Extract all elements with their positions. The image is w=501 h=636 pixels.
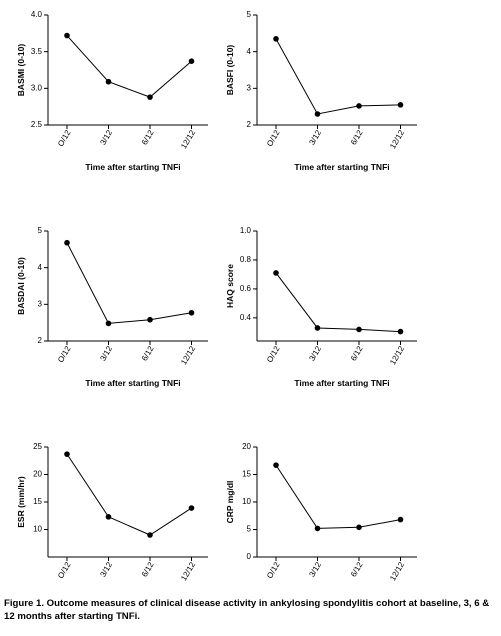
- x-tick-label: 12/12: [388, 344, 406, 366]
- x-tick-label: O/12: [56, 128, 73, 148]
- chart-grid: 2.5 3.0 3.5 4.0 O/12 3/12 6/12 12/12 Time after …: [16, 10, 417, 604]
- y-tick-label: 15: [242, 470, 251, 479]
- data-line: [66, 453, 192, 536]
- data-line: [275, 464, 401, 529]
- data-point: [273, 270, 279, 276]
- y-tick-label: 25: [33, 442, 42, 451]
- x-tick-label: 6/12: [140, 560, 156, 578]
- x-tick-label: 3/12: [307, 344, 323, 362]
- data-point: [356, 524, 362, 531]
- y-tick-label: 2: [38, 336, 43, 345]
- data-point: [356, 326, 362, 333]
- y-tick-label: 3: [38, 299, 43, 308]
- y-axis-title: BASFI (0-10): [225, 45, 235, 96]
- x-tick-label: 3/12: [307, 128, 323, 146]
- x-tick-label: 6/12: [349, 560, 365, 578]
- x-tick-label: 12/12: [179, 560, 197, 582]
- y-tick-label: 10: [242, 497, 251, 506]
- y-tick-label: 5: [247, 525, 252, 534]
- data-point: [147, 532, 153, 538]
- y-tick-label: 20: [242, 442, 251, 451]
- data-point: [64, 239, 70, 246]
- x-tick-label: 12/12: [179, 128, 197, 150]
- x-tick-label: 3/12: [98, 344, 114, 362]
- y-tick-label: 5: [247, 10, 252, 19]
- y-tick-label: 4.0: [31, 10, 43, 19]
- figure-caption: Figure 1. Outcome measures of clinical d…: [4, 598, 490, 622]
- x-tick-label: 6/12: [140, 344, 156, 362]
- x-tick-label: O/12: [265, 128, 282, 148]
- x-tick-label: 12/12: [388, 560, 406, 582]
- x-tick-label: O/12: [265, 344, 282, 364]
- x-axis-title: Time after starting TNFi: [85, 162, 180, 172]
- y-tick-label: 1.0: [240, 226, 252, 235]
- data-point: [64, 451, 70, 457]
- y-tick-label: 2.5: [31, 120, 43, 129]
- y-axis-title: CRP mg/dl: [225, 481, 235, 524]
- y-tick-label: 5: [38, 226, 43, 235]
- x-tick-label: 3/12: [98, 560, 114, 578]
- data-line: [66, 35, 192, 98]
- y-tick-label: 4: [38, 263, 43, 272]
- x-tick-label: 6/12: [349, 128, 365, 146]
- y-tick-label: 3.5: [31, 47, 43, 56]
- x-tick-label: O/12: [56, 344, 73, 364]
- y-tick-label: 10: [33, 525, 42, 534]
- y-tick-label: 2: [247, 120, 252, 129]
- data-line: [275, 38, 401, 115]
- x-tick-label: O/12: [265, 560, 282, 580]
- y-axis-title: HAQ score: [225, 264, 235, 308]
- data-point: [105, 320, 112, 327]
- y-tick-label: 0.8: [240, 255, 252, 264]
- data-point: [314, 111, 321, 117]
- y-tick-label: 0: [247, 552, 252, 561]
- x-tick-label: 6/12: [140, 128, 156, 146]
- y-axis-title: ESR (mm/hr): [16, 476, 26, 528]
- x-axis-title: Time after starting TNFi: [85, 378, 180, 388]
- data-line: [66, 242, 192, 324]
- data-point: [397, 102, 404, 108]
- y-tick-label: 0.4: [240, 313, 252, 322]
- data-point: [397, 516, 404, 523]
- x-tick-label: 3/12: [98, 128, 114, 146]
- data-point: [147, 94, 153, 100]
- y-axis-title: BASMI (0-10): [16, 44, 26, 97]
- data-point: [147, 316, 153, 323]
- data-point: [105, 514, 112, 520]
- x-tick-label: O/12: [56, 560, 73, 580]
- data-point: [188, 309, 195, 316]
- x-tick-label: 12/12: [179, 344, 197, 366]
- data-point: [105, 78, 112, 85]
- data-point: [188, 58, 195, 64]
- data-point: [397, 328, 404, 335]
- x-tick-label: 6/12: [349, 344, 365, 362]
- data-point: [314, 525, 321, 532]
- data-line: [275, 272, 401, 333]
- y-tick-label: 20: [33, 470, 42, 479]
- y-tick-label: 15: [33, 497, 42, 506]
- y-tick-label: 4: [247, 47, 252, 56]
- data-point: [273, 36, 279, 42]
- x-axis-title: Time after starting TNFi: [294, 162, 389, 172]
- y-tick-label: 3.0: [31, 83, 43, 92]
- data-point: [356, 103, 362, 109]
- y-tick-label: 3: [247, 83, 252, 92]
- data-point: [64, 32, 70, 39]
- y-tick-label: 0.6: [240, 284, 252, 293]
- data-point: [273, 462, 279, 468]
- y-axis-title: BASDAI (0-10): [16, 257, 26, 315]
- x-tick-label: 12/12: [388, 128, 406, 150]
- data-point: [188, 505, 195, 511]
- data-point: [314, 325, 321, 331]
- x-axis-title: Time after starting TNFi: [294, 378, 389, 388]
- x-tick-label: 3/12: [307, 560, 323, 578]
